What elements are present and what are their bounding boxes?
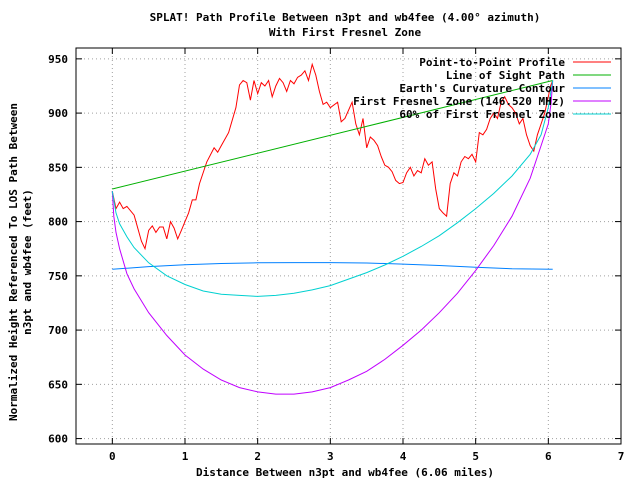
y-tick-label: 700 <box>48 324 68 337</box>
y-tick-label: 750 <box>48 270 68 283</box>
x-tick-label: 5 <box>472 450 479 463</box>
chart-subtitle: With First Fresnel Zone <box>269 26 422 39</box>
x-tick-label: 4 <box>400 450 407 463</box>
chart-title: SPLAT! Path Profile Between n3pt and wb4… <box>150 11 541 24</box>
y-tick-label: 950 <box>48 53 68 66</box>
x-axis-label: Distance Between n3pt and wb4fee (6.06 m… <box>196 466 494 479</box>
x-tick-label: 6 <box>545 450 552 463</box>
plot-frame <box>75 47 622 445</box>
x-tick-label: 0 <box>109 450 116 463</box>
y-tick-label: 900 <box>48 107 68 120</box>
x-axis-ticks: 0 1 2 3 4 5 6 7 <box>109 48 624 463</box>
y-axis-ticks: 600 650 700 750 800 850 900 950 <box>48 53 621 446</box>
series-line-0 <box>111 62 554 251</box>
legend-label: Line of Sight Path <box>446 69 565 82</box>
series-lines <box>111 62 554 395</box>
x-tick-label: 3 <box>327 450 334 463</box>
x-tick-label: 2 <box>254 450 261 463</box>
grid-lines <box>76 48 622 444</box>
legend-label: 60% of First Fresnel Zone <box>399 108 565 121</box>
series-line-2 <box>112 262 553 270</box>
legend-label: Point-to-Point Profile <box>419 56 565 69</box>
series-line-1 <box>112 80 553 190</box>
legend-label: First Fresnel Zone (146.520 MHz) <box>353 95 565 108</box>
x-tick-label: 1 <box>182 450 189 463</box>
y-axis-label-line-1: Normalized Height Referenced To LOS Path… <box>7 103 20 421</box>
y-axis-label-line-2: n3pt and wb4fee (feet) <box>21 189 34 335</box>
y-tick-label: 650 <box>48 378 68 391</box>
y-tick-label: 850 <box>48 161 68 174</box>
series-line-3 <box>111 80 554 395</box>
x-tick-label: 7 <box>618 450 625 463</box>
series-line-4 <box>111 80 554 297</box>
y-tick-label: 800 <box>48 216 68 229</box>
y-tick-label: 600 <box>48 433 68 446</box>
legend-label: Earth's Curvature Contour <box>399 82 565 95</box>
